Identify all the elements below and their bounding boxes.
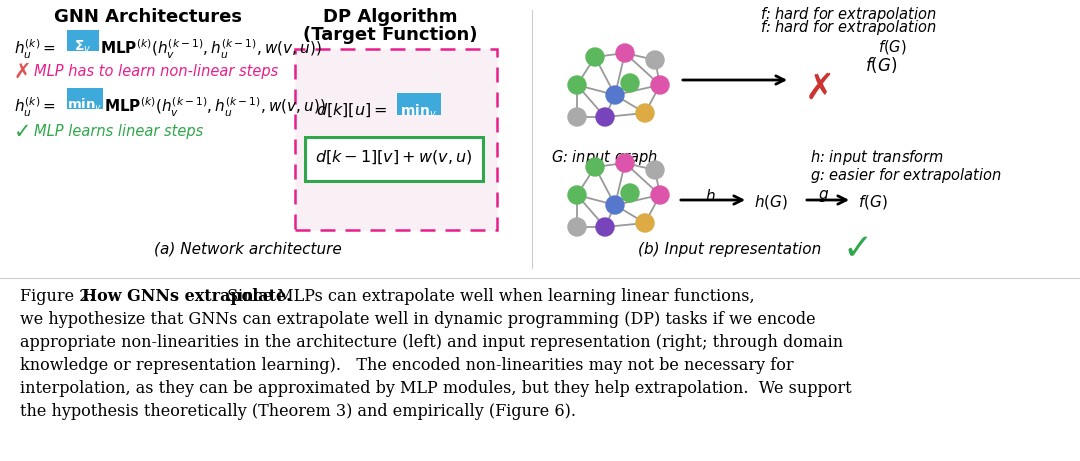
Circle shape xyxy=(651,186,669,204)
Circle shape xyxy=(621,74,639,92)
Text: $f(G)$: $f(G)$ xyxy=(865,55,897,75)
FancyBboxPatch shape xyxy=(305,137,483,181)
Text: (a) Network architecture: (a) Network architecture xyxy=(154,242,342,257)
Circle shape xyxy=(616,44,634,62)
Text: $d[k-1][v]+w(v,u)$: $d[k-1][v]+w(v,u)$ xyxy=(315,148,473,166)
Text: $G$: input graph: $G$: input graph xyxy=(552,148,659,167)
FancyBboxPatch shape xyxy=(67,30,99,51)
Text: appropriate non-linearities in the architecture (left) and input representation : appropriate non-linearities in the archi… xyxy=(21,334,843,351)
Text: ✓: ✓ xyxy=(14,122,31,142)
Circle shape xyxy=(636,104,654,122)
Text: $h(G)$: $h(G)$ xyxy=(754,193,788,211)
Circle shape xyxy=(568,186,586,204)
Circle shape xyxy=(586,48,604,66)
Text: knowledge or representation learning).   The encoded non-linearities may not be : knowledge or representation learning). T… xyxy=(21,357,794,374)
Text: $f(G)$: $f(G)$ xyxy=(858,193,888,211)
Text: $h_u^{(k)} = $: $h_u^{(k)} = $ xyxy=(14,96,56,119)
Text: MLP has to learn non-linear steps: MLP has to learn non-linear steps xyxy=(33,64,279,79)
Circle shape xyxy=(596,218,615,236)
Text: the hypothesis theoretically (Theorem 3) and empirically (Figure 6).: the hypothesis theoretically (Theorem 3)… xyxy=(21,403,576,420)
Text: ✓: ✓ xyxy=(842,232,873,266)
Text: $\mathrm{\mathbf{min}}_v$: $\mathrm{\mathbf{min}}_v$ xyxy=(67,97,103,113)
Circle shape xyxy=(651,76,669,94)
Text: $h$: input transform: $h$: input transform xyxy=(810,148,944,167)
Circle shape xyxy=(616,154,634,172)
Circle shape xyxy=(646,161,664,179)
Text: MLP learns linear steps: MLP learns linear steps xyxy=(33,124,203,139)
Text: Since MLPs can extrapolate well when learning linear functions,: Since MLPs can extrapolate well when lea… xyxy=(222,288,755,305)
Text: $f$: hard for extrapolation: $f$: hard for extrapolation xyxy=(760,18,936,37)
Text: $\mathbf{\Sigma}_v$: $\mathbf{\Sigma}_v$ xyxy=(75,39,92,55)
Text: $f$: hard for extrapolation: $f$: hard for extrapolation xyxy=(760,5,936,24)
Text: $\mathbf{MLP}^{(k)}(h_v^{(k-1)},h_u^{(k-1)},w(v,u))$: $\mathbf{MLP}^{(k)}(h_v^{(k-1)},h_u^{(k-… xyxy=(104,96,325,119)
Text: $g$: easier for extrapolation: $g$: easier for extrapolation xyxy=(810,166,1001,185)
Circle shape xyxy=(586,158,604,176)
Text: ✗: ✗ xyxy=(14,62,31,82)
Text: $g$: $g$ xyxy=(819,188,829,204)
FancyBboxPatch shape xyxy=(67,88,103,109)
Text: $h_u^{(k)} = $: $h_u^{(k)} = $ xyxy=(14,38,56,61)
Text: (Target Function): (Target Function) xyxy=(302,26,477,44)
Circle shape xyxy=(636,214,654,232)
Text: DP Algorithm: DP Algorithm xyxy=(323,8,457,26)
Circle shape xyxy=(568,218,586,236)
Text: Figure 2:: Figure 2: xyxy=(21,288,99,305)
Text: How GNNs extrapolate.: How GNNs extrapolate. xyxy=(82,288,292,305)
Text: ✗: ✗ xyxy=(805,72,835,106)
Text: $\mathrm{\mathbf{min}}_v$: $\mathrm{\mathbf{min}}_v$ xyxy=(401,103,437,120)
Text: (b) Input representation: (b) Input representation xyxy=(638,242,822,257)
Text: $h$: $h$ xyxy=(704,188,715,204)
FancyBboxPatch shape xyxy=(397,93,441,115)
Circle shape xyxy=(568,76,586,94)
FancyBboxPatch shape xyxy=(295,49,497,230)
Circle shape xyxy=(596,108,615,126)
Circle shape xyxy=(646,51,664,69)
Circle shape xyxy=(621,184,639,202)
Circle shape xyxy=(568,108,586,126)
Text: $\mathbf{MLP}^{(k)}(h_v^{(k-1)},h_u^{(k-1)},w(v,u))$: $\mathbf{MLP}^{(k)}(h_v^{(k-1)},h_u^{(k-… xyxy=(100,38,322,61)
Text: $f(G)$: $f(G)$ xyxy=(878,38,906,56)
Circle shape xyxy=(606,196,624,214)
Text: $d[k][u] = $: $d[k][u] = $ xyxy=(316,102,388,119)
Text: GNN Architectures: GNN Architectures xyxy=(54,8,242,26)
Text: we hypothesize that GNNs can extrapolate well in dynamic programming (DP) tasks : we hypothesize that GNNs can extrapolate… xyxy=(21,311,815,328)
Text: interpolation, as they can be approximated by MLP modules, but they help extrapo: interpolation, as they can be approximat… xyxy=(21,380,852,397)
Circle shape xyxy=(606,86,624,104)
